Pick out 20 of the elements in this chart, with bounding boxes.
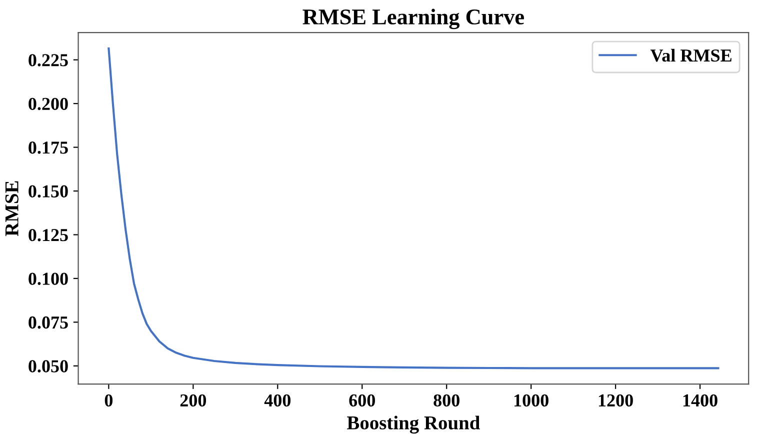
y-tick-label: 0.125 <box>28 228 68 242</box>
y-tick-label: 0.200 <box>28 98 68 110</box>
x-tick-label: 1400 <box>683 394 718 407</box>
x-tick-label: 1200 <box>598 394 633 407</box>
y-tick-label: 0.075 <box>28 316 68 329</box>
y-tick-label: 0.225 <box>28 54 68 66</box>
x-tick-label: 0 <box>104 394 113 407</box>
x-tick-label: 800 <box>434 394 460 407</box>
y-tick-label: 0.050 <box>28 360 68 372</box>
legend-label: Val RMSE <box>650 48 732 62</box>
x-tick-label: 1000 <box>514 394 548 407</box>
x-axis-title: Boosting Round <box>347 416 480 434</box>
chart-title: RMSE Learning Curve <box>302 8 524 30</box>
y-tick-label: 0.100 <box>28 272 68 285</box>
x-tick-label: 600 <box>349 394 375 407</box>
y-axis-title: RMSE <box>5 181 18 236</box>
x-tick-label: 400 <box>264 394 290 407</box>
x-tick-label: 200 <box>180 394 206 407</box>
y-tick-label: 0.175 <box>28 142 68 154</box>
y-tick-label: 0.150 <box>28 185 68 198</box>
